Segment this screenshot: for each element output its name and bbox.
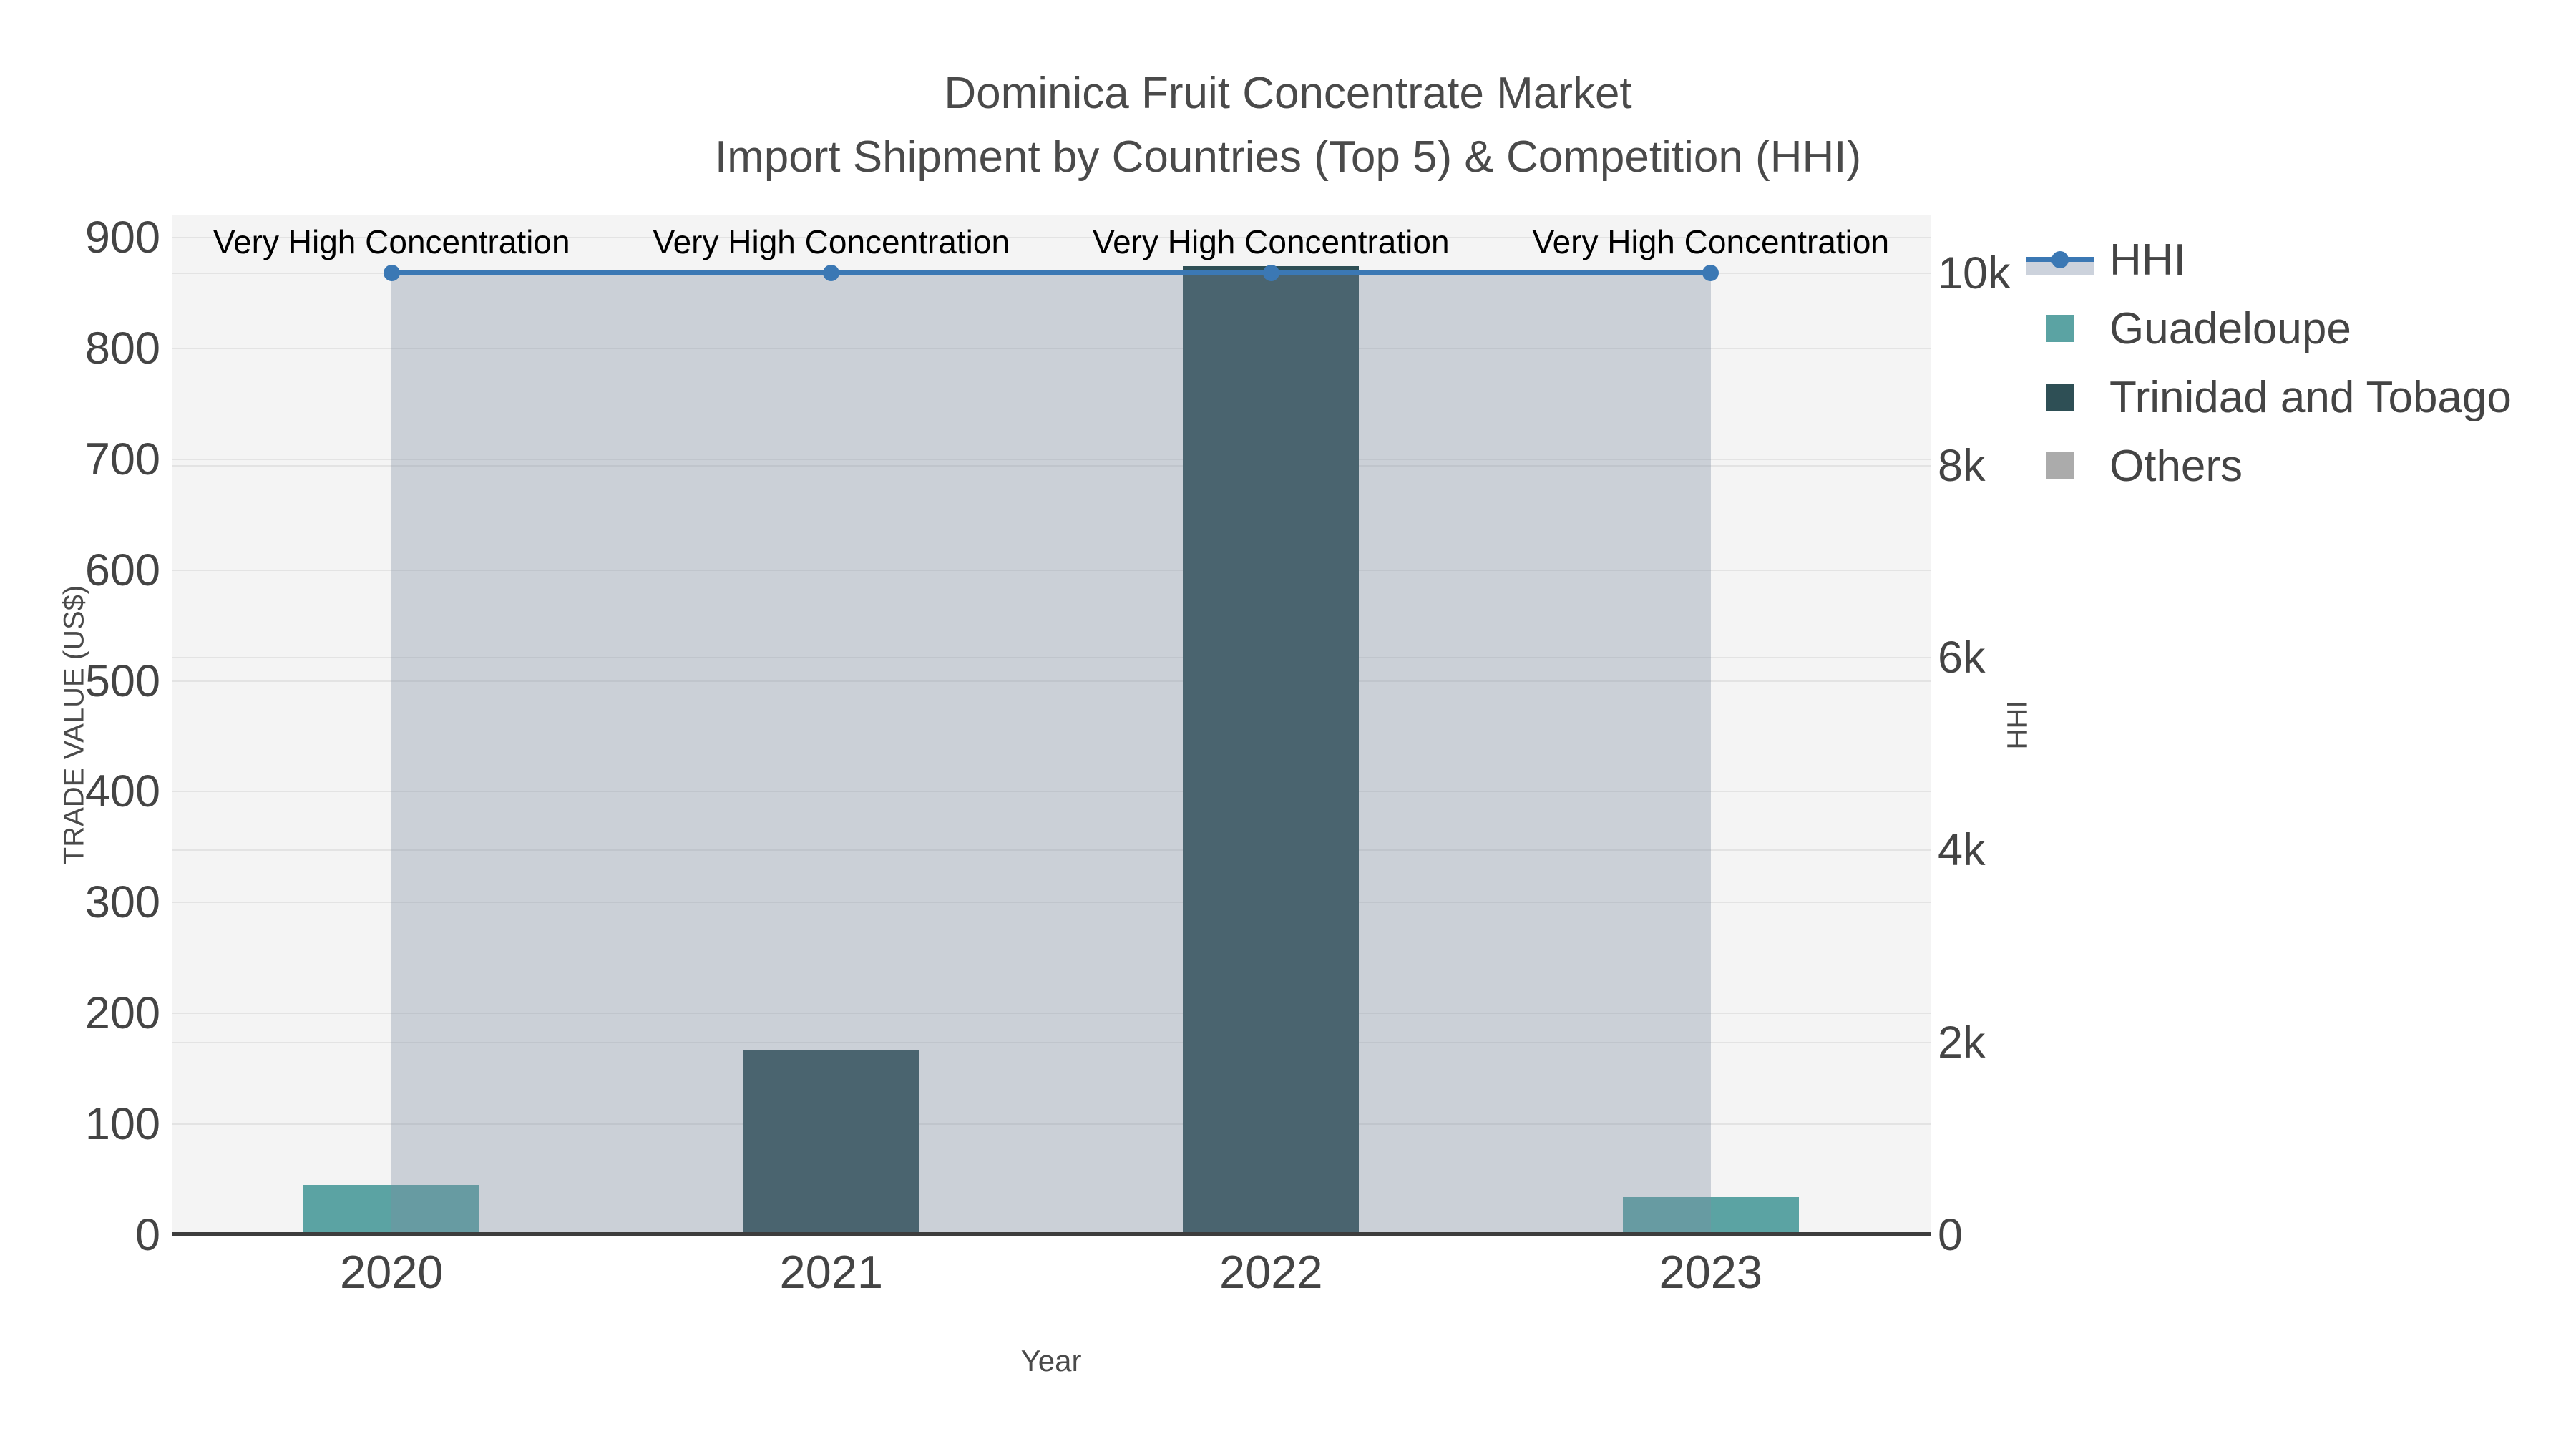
x-tick-label-2021: 2021	[779, 1246, 884, 1298]
gridline-left-axis	[172, 902, 1931, 904]
legend-item-guadeloupe[interactable]: Guadeloupe	[2026, 294, 2512, 363]
chart-subtitle: Import Shipment by Countries (Top 5) & C…	[714, 132, 1862, 182]
gridline-right-axis	[172, 657, 1931, 659]
x-axis-title: Year	[1020, 1344, 1082, 1377]
hhi-line	[391, 270, 1711, 276]
y-tick-label-left-400: 400	[84, 766, 160, 817]
annotation-2020: Very High Concentration	[213, 223, 570, 260]
legend-label-others: Others	[2109, 441, 2243, 491]
legend-item-others[interactable]: Others	[2026, 431, 2512, 500]
y-tick-label-left-500: 500	[84, 655, 160, 706]
y-tick-label-right-10k: 10k	[1938, 248, 2011, 298]
legend-label-guadeloupe: Guadeloupe	[2109, 303, 2351, 353]
annotation-2022: Very High Concentration	[1092, 223, 1450, 260]
y-tick-label-right-4k: 4k	[1938, 825, 1986, 876]
x-tick-label-2020: 2020	[339, 1246, 444, 1298]
gridline-left-axis	[172, 1123, 1931, 1126]
legend-marker-dot	[2051, 251, 2069, 268]
bar-guadeloupe-2023	[1622, 1197, 1799, 1235]
legend-swatch-others	[2046, 452, 2074, 479]
gridline-left-axis	[172, 569, 1931, 571]
hhi-marker-2023	[1702, 265, 1719, 282]
gridline-left-axis	[172, 347, 1931, 349]
gridline-right-axis	[172, 1042, 1931, 1044]
legend-item-hhi[interactable]: HHI	[2026, 225, 2512, 294]
legend-swatch-guadeloupe	[2046, 315, 2074, 342]
gridline-left-axis	[172, 236, 1931, 238]
gridline-left-axis	[172, 1013, 1931, 1015]
gridline-left-axis	[172, 791, 1931, 793]
y-tick-label-left-800: 800	[84, 323, 160, 374]
y-tick-label-left-100: 100	[84, 1099, 160, 1150]
legend-fill-chip	[2026, 262, 2094, 275]
y-axis-title-right: HHI	[2001, 700, 2034, 750]
y-tick-label-left-700: 700	[84, 434, 160, 484]
annotation-2023: Very High Concentration	[1532, 223, 1890, 260]
bar-guadeloupe-2020	[303, 1185, 480, 1235]
x-tick-label-2023: 2023	[1659, 1246, 1763, 1298]
y-tick-label-left-600: 600	[84, 545, 160, 595]
y-tick-label-right-0: 0	[1938, 1210, 1963, 1260]
hhi-fill-area	[391, 273, 1711, 1235]
legend: HHI Guadeloupe Trinidad and Tobago Others	[2026, 225, 2512, 500]
y-tick-label-left-0: 0	[135, 1210, 160, 1260]
y-tick-label-left-300: 300	[84, 877, 160, 928]
chart-title-block: Dominica Fruit Concentrate Market Import…	[0, 62, 2576, 189]
x-tick-label-2022: 2022	[1219, 1246, 1323, 1298]
gridline-left-axis	[172, 680, 1931, 682]
y-tick-label-left-900: 900	[84, 212, 160, 263]
annotation-2021: Very High Concentration	[653, 223, 1010, 260]
gridline-right-axis	[172, 849, 1931, 852]
annotation-layer: Very High Concentration Very High Concent…	[172, 215, 1931, 1235]
hhi-marker-2022	[1262, 265, 1279, 282]
gridline-right-axis	[172, 464, 1931, 467]
bar-layer	[172, 215, 1931, 1235]
y-tick-label-left-200: 200	[84, 988, 160, 1039]
y-tick-label-right-6k: 6k	[1938, 633, 1986, 683]
hhi-marker-2020	[383, 265, 400, 282]
bar-trinidad-and-tobago-2021	[743, 1050, 919, 1235]
legend-label-hhi: HHI	[2109, 235, 2186, 285]
bar-trinidad-and-tobago-2022	[1183, 266, 1360, 1235]
y-axis-title-left: TRADE VALUE (US$)	[58, 585, 90, 865]
legend-label-trinidad-and-tobago: Trinidad and Tobago	[2109, 372, 2512, 422]
plot-area: Very High Concentration Very High Concent…	[172, 215, 1931, 1235]
legend-item-trinidad-and-tobago[interactable]: Trinidad and Tobago	[2026, 363, 2512, 431]
y-tick-label-right-8k: 8k	[1938, 440, 1986, 491]
chart-title: Dominica Fruit Concentrate Market	[944, 69, 1632, 118]
legend-swatch-trinidad-and-tobago	[2046, 384, 2074, 411]
legend-swatch-container	[2026, 294, 2094, 363]
x-axis-line	[172, 1232, 1931, 1236]
legend-line-symbol	[2026, 225, 2094, 294]
hhi-marker-2021	[823, 265, 840, 282]
legend-swatch-container	[2026, 363, 2094, 431]
y-tick-label-right-2k: 2k	[1938, 1018, 1986, 1068]
gridline-left-axis	[172, 458, 1931, 460]
legend-swatch-container	[2026, 431, 2094, 500]
hhi-line-layer	[172, 215, 1931, 1235]
